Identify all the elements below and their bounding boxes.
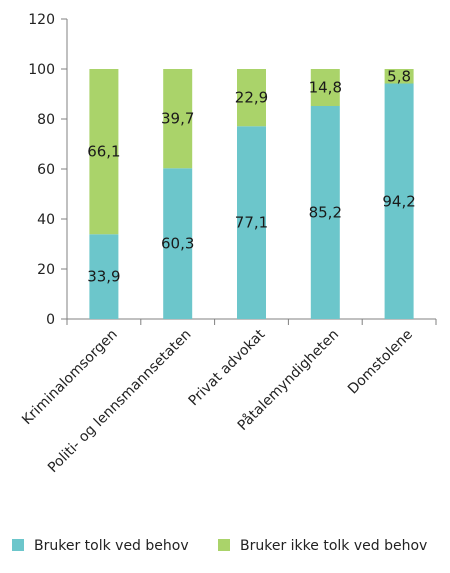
bar-segment (384, 69, 414, 84)
bar-segment (237, 126, 266, 319)
y-tick-label: 40 (37, 212, 55, 228)
y-tick-label: 100 (28, 62, 55, 78)
y-tick-label: 80 (37, 112, 55, 128)
axes (61, 18, 437, 325)
category-label: Politi- og lennsmannsetaten (45, 327, 195, 477)
legend-swatch (218, 539, 230, 551)
y-tick-labels: 0 20 40 60 80 100 120 (28, 12, 55, 328)
bar-segment (89, 69, 119, 235)
category-label: Privat advokat (186, 326, 269, 409)
y-tick-label: 120 (28, 12, 55, 28)
data-label: 66,1 (87, 143, 120, 161)
legend-swatch (12, 539, 24, 551)
data-label: 60,3 (161, 235, 194, 253)
bar-segment (163, 69, 193, 169)
bar-segment (89, 234, 119, 319)
bars: 33,9 66,1 60,3 39,7 77,1 22,9 85,2 14,8 94,2 5,8 (87, 67, 416, 319)
bar-segment (163, 168, 193, 319)
data-label: 22,9 (235, 89, 268, 107)
legend: Bruker tolk ved behov Bruker ikke tolk ve… (12, 538, 427, 554)
data-label: 77,1 (235, 214, 268, 232)
y-tick-label: 0 (46, 312, 55, 328)
y-tick-label: 20 (37, 262, 55, 278)
data-label: 33,9 (87, 268, 120, 286)
data-label: 85,2 (309, 204, 342, 222)
data-label: 94,2 (382, 192, 415, 210)
legend-label: Bruker tolk ved behov (34, 538, 189, 554)
y-tick-label: 60 (37, 162, 55, 178)
bar-segment (384, 83, 414, 319)
data-label: 14,8 (309, 79, 342, 97)
category-label: Domstolene (345, 327, 416, 398)
bar-segment (310, 69, 340, 106)
legend-label: Bruker ikke tolk ved behov (240, 538, 427, 554)
bar-segment (310, 106, 340, 319)
bar-segment (237, 69, 266, 127)
data-label: 5,8 (387, 67, 411, 85)
data-label: 39,7 (161, 110, 194, 128)
